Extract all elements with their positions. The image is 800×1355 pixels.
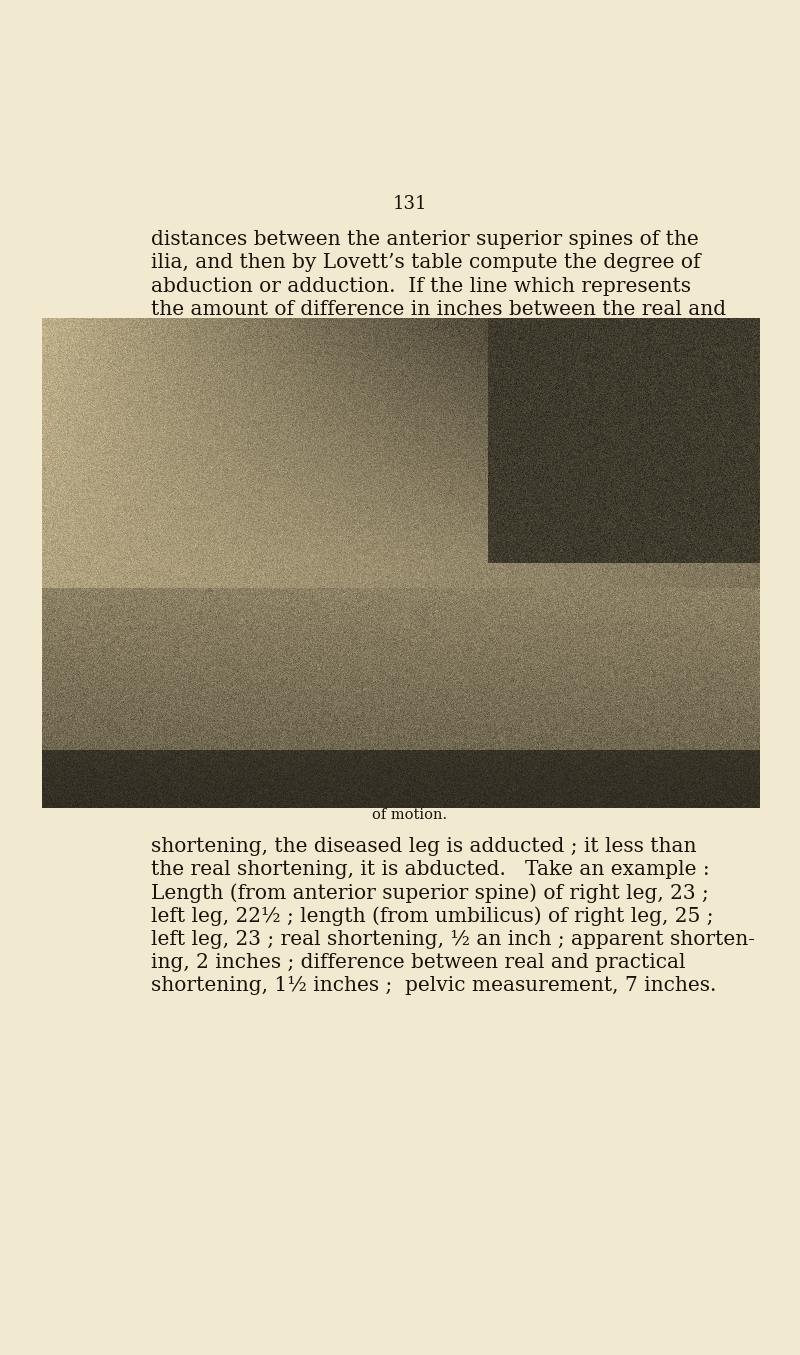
Text: Length (from anterior superior spine) of right leg, 23 ;: Length (from anterior superior spine) of… [151, 883, 709, 902]
Text: abduction or adduction.  If the line which represents: abduction or adduction. If the line whic… [151, 276, 691, 295]
Text: Fig. 90.—Same patient as shown in Figs. 88 and 89, cured with normal range: Fig. 90.—Same patient as shown in Figs. … [122, 794, 698, 808]
Text: apparent shortening is followed until it intersects the: apparent shortening is followed until it… [151, 322, 698, 341]
Text: shortening, the diseased leg is adducted ; it less than: shortening, the diseased leg is adducted… [151, 837, 696, 856]
Text: left leg, 22½ ; length (from umbilicus) of right leg, 25 ;: left leg, 22½ ; length (from umbilicus) … [151, 906, 714, 925]
Text: deformity will be found in degrees, where they meet.: deformity will be found in degrees, wher… [151, 369, 694, 388]
Text: the amount of difference in inches between the real and: the amount of difference in inches betwe… [151, 299, 726, 318]
Text: line which represents the pelvic breadth, the angle of: line which represents the pelvic breadth… [151, 346, 700, 364]
Text: left leg, 23 ; real shortening, ½ an inch ; apparent shorten-: left leg, 23 ; real shortening, ½ an inc… [151, 930, 755, 948]
Text: the real shortening, it is abducted.   Take an example :: the real shortening, it is abducted. Tak… [151, 860, 710, 879]
Text: 131: 131 [393, 195, 427, 213]
Text: distances between the anterior superior spines of the: distances between the anterior superior … [151, 230, 698, 249]
Text: ing, 2 inches ; difference between real and practical: ing, 2 inches ; difference between real … [151, 953, 686, 972]
Text: ilia, and then by Lovett’s table compute the degree of: ilia, and then by Lovett’s table compute… [151, 253, 700, 272]
Text: of motion.: of motion. [373, 808, 447, 822]
Text: shortening, 1½ inches ;  pelvic measurement, 7 inches.: shortening, 1½ inches ; pelvic measureme… [151, 976, 716, 995]
Text: If the practical shortening is greater than the real: If the practical shortening is greater t… [151, 392, 664, 411]
